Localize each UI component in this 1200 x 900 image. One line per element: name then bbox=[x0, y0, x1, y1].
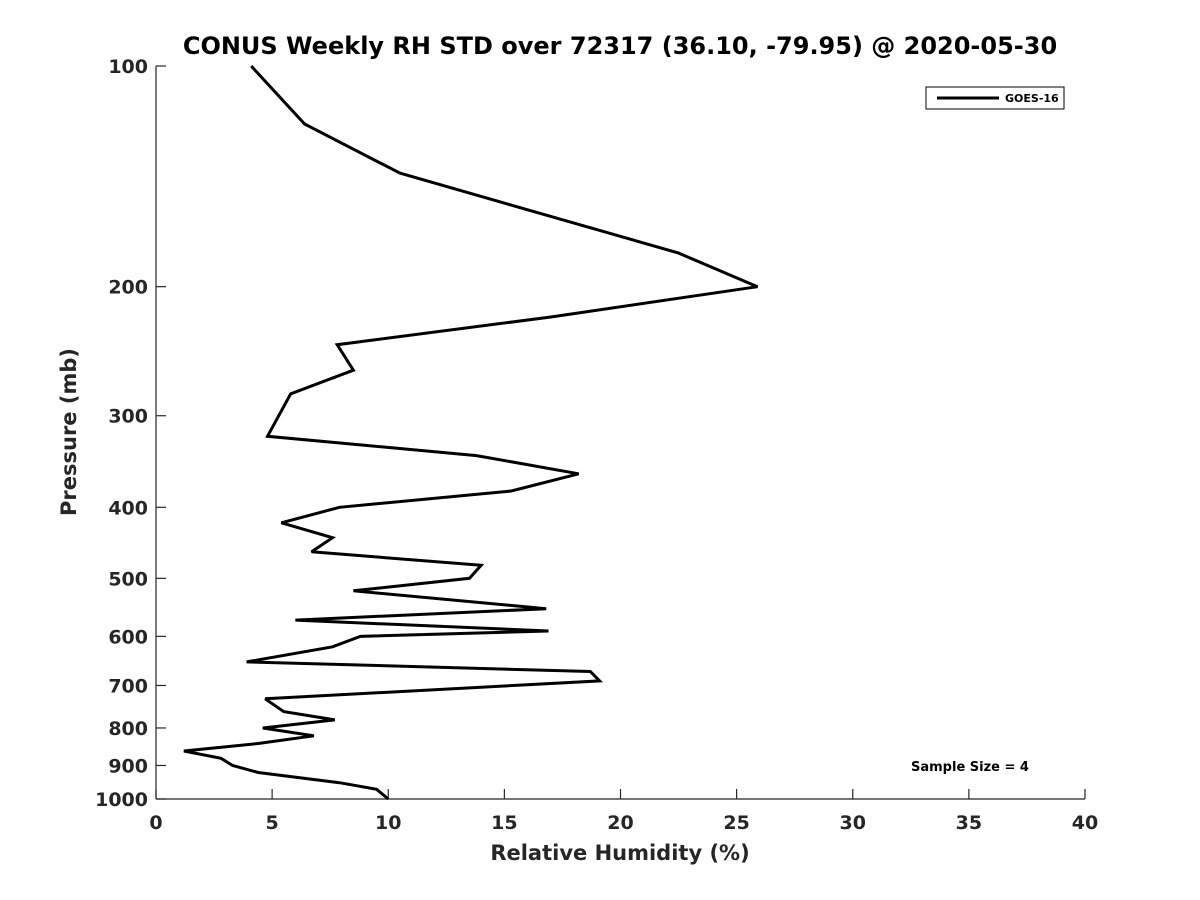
axes: 0 5 10 15 20 25 30 35 40 100 200 300 400 500 600 700 800… bbox=[95, 56, 1098, 834]
x-tick-label: 40 bbox=[1072, 812, 1098, 834]
y-tick-label: 300 bbox=[108, 406, 148, 428]
y-tick-label: 100 bbox=[108, 56, 148, 78]
sample-size-annotation: Sample Size = 4 bbox=[911, 760, 1029, 775]
y-tick-label: 200 bbox=[108, 277, 148, 299]
y-tick-label: 700 bbox=[108, 675, 148, 697]
y-tick-label: 900 bbox=[108, 755, 148, 777]
x-tick-label: 15 bbox=[491, 812, 517, 834]
y-tick-label: 500 bbox=[108, 568, 148, 590]
x-axis-label: Relative Humidity (%) bbox=[490, 841, 749, 865]
y-axis-label: Pressure (mb) bbox=[57, 348, 81, 516]
x-tick-label: 25 bbox=[723, 812, 749, 834]
x-tick-label: 10 bbox=[375, 812, 401, 834]
y-tick-label: 1000 bbox=[95, 789, 148, 811]
legend-label-goes-16: GOES-16 bbox=[1005, 92, 1059, 105]
y-tick-label: 600 bbox=[108, 626, 148, 648]
series-layer bbox=[183, 64, 759, 801]
y-tick-label: 400 bbox=[108, 497, 148, 519]
x-tick-label: 30 bbox=[840, 812, 866, 834]
x-tick-label: 35 bbox=[956, 812, 982, 834]
legend: GOES-16 bbox=[925, 86, 1065, 110]
chart-title: CONUS Weekly RH STD over 72317 (36.10, -… bbox=[183, 32, 1057, 60]
x-tick-label: 20 bbox=[607, 812, 633, 834]
x-tick-label: 0 bbox=[149, 812, 162, 834]
x-tick-label: 5 bbox=[266, 812, 279, 834]
y-tick-label: 800 bbox=[108, 718, 148, 740]
series-line-goes-16 bbox=[183, 64, 759, 801]
